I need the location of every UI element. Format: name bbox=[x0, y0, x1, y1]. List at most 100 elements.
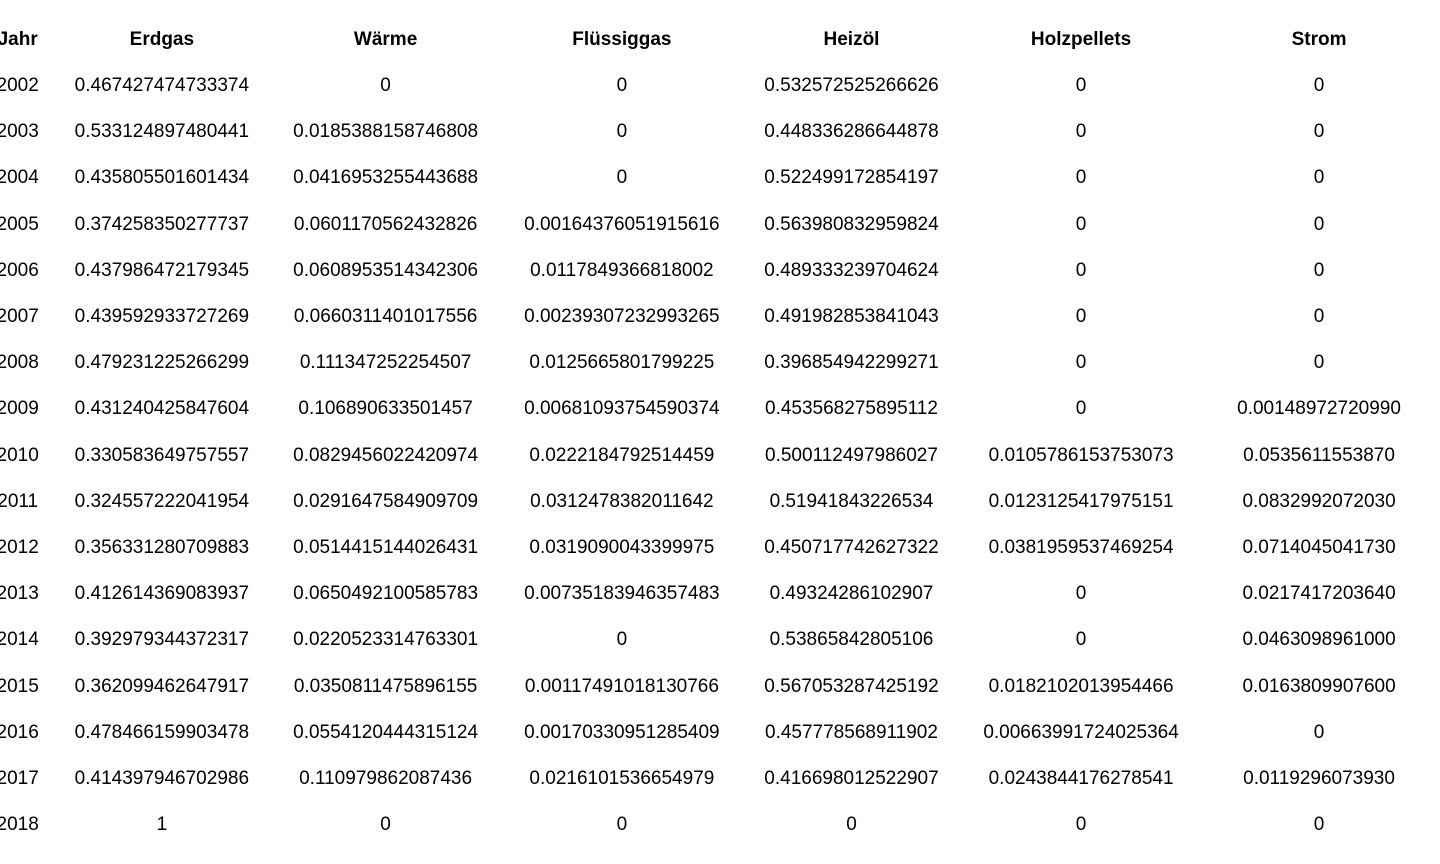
cell-strom: 0 bbox=[1313, 306, 1325, 328]
cell-holzpellets: 0.0123125417975151 bbox=[988, 490, 1174, 512]
table-row: 2014 0.392979344372317 0.0220523314763301 0… bbox=[0, 617, 1440, 663]
cell-heizoel: 0.457778568911902 bbox=[765, 721, 938, 743]
cell-fluessiggas: 0 bbox=[616, 167, 628, 189]
cell-strom: 0 bbox=[1313, 721, 1325, 743]
cell-heizoel: 0.563980832959824 bbox=[764, 213, 939, 235]
cell-year: 2015 bbox=[0, 675, 39, 697]
cell-year: 2018 bbox=[0, 814, 39, 836]
cell-year: 2008 bbox=[0, 352, 39, 374]
cell-holzpellets: 0 bbox=[1075, 121, 1087, 143]
cell-heizoel: 0.396854942299271 bbox=[764, 352, 939, 374]
cell-fluessiggas: 0.0222184792514459 bbox=[529, 444, 715, 466]
cell-strom: 0 bbox=[1313, 121, 1325, 143]
cell-fluessiggas: 0.00681093754590374 bbox=[524, 398, 720, 420]
cell-erdgas: 0.439592933727269 bbox=[74, 306, 250, 328]
cell-fluessiggas: 0.0216101536654979 bbox=[529, 767, 715, 789]
cell-heizoel: 0.416698012522907 bbox=[764, 767, 939, 789]
table-row: 2013 0.412614369083937 0.0650492100585783 0… bbox=[0, 571, 1440, 617]
cell-fluessiggas: 0.00735183946357483 bbox=[524, 583, 720, 605]
cell-erdgas: 0.431240425847604 bbox=[74, 398, 250, 420]
cell-erdgas: 0.467427474733374 bbox=[74, 75, 250, 97]
cell-holzpellets: 0 bbox=[1075, 167, 1087, 189]
table-row: 2003 0.533124897480441 0.0185388158746808 0… bbox=[0, 109, 1440, 155]
energy-share-table: Jahr Erdgas Wärme Flüssiggas Heizöl Holz… bbox=[0, 17, 1440, 848]
cell-year: 2003 bbox=[0, 121, 39, 143]
cell-heizoel: 0.491982853841043 bbox=[764, 306, 939, 328]
cell-erdgas: 0.414397946702986 bbox=[74, 767, 250, 789]
cell-heizoel: 0.500112497986027 bbox=[765, 444, 938, 466]
data-table-container: Jahr Erdgas Wärme Flüssiggas Heizöl Holz… bbox=[0, 17, 1440, 848]
cell-waerme: 0.0185388158746808 bbox=[293, 121, 479, 143]
table-row: 2015 0.362099462647917 0.0350811475896155 0… bbox=[0, 663, 1440, 709]
cell-strom: 0.0119296073930 bbox=[1243, 767, 1395, 789]
cell-waerme: 0.0608953514342306 bbox=[293, 259, 479, 281]
cell-strom: 0 bbox=[1313, 352, 1325, 374]
cell-erdgas: 0.362099462647917 bbox=[74, 675, 250, 697]
cell-year: 2016 bbox=[0, 721, 39, 743]
header-row: Jahr Erdgas Wärme Flüssiggas Heizöl Holz… bbox=[0, 17, 1440, 63]
cell-fluessiggas: 0.00117491018130766 bbox=[524, 675, 719, 697]
table-row: 2018 1 0 0 0 0 0 bbox=[0, 802, 1440, 848]
cell-holzpellets: 0 bbox=[1075, 213, 1087, 235]
cell-fluessiggas: 0.00164376051915616 bbox=[524, 213, 720, 235]
cell-year: 2012 bbox=[0, 536, 39, 558]
table-row: 2004 0.435805501601434 0.0416953255443688 0… bbox=[0, 155, 1440, 201]
table-row: 2007 0.439592933727269 0.0660311401017556 0… bbox=[0, 294, 1440, 340]
header-strom: Strom bbox=[1291, 29, 1347, 50]
cell-waerme: 0.0416953255443688 bbox=[293, 167, 479, 189]
cell-year: 2009 bbox=[0, 398, 39, 420]
cell-waerme: 0.110979862087436 bbox=[299, 767, 473, 789]
cell-fluessiggas: 0 bbox=[616, 629, 628, 651]
cell-heizoel: 0.522499172854197 bbox=[764, 167, 939, 189]
table-row: 2008 0.479231225266299 0.111347252254507 0.… bbox=[0, 340, 1440, 386]
header-waerme: Wärme bbox=[353, 29, 418, 50]
table-row: 2006 0.437986472179345 0.0608953514342306 0… bbox=[0, 248, 1440, 294]
cell-heizoel: 0.448336286644878 bbox=[764, 121, 939, 143]
cell-holzpellets: 0 bbox=[1075, 352, 1087, 374]
cell-erdgas: 0.374258350277737 bbox=[74, 213, 250, 235]
cell-heizoel: 0 bbox=[846, 814, 857, 836]
cell-strom: 0.0535611553870 bbox=[1243, 444, 1395, 466]
cell-erdgas: 0.533124897480441 bbox=[74, 121, 250, 143]
cell-strom: 0 bbox=[1313, 75, 1325, 97]
cell-strom: 0 bbox=[1313, 213, 1325, 235]
cell-erdgas: 0.412614369083937 bbox=[74, 583, 250, 605]
cell-holzpellets: 0.0243844176278541 bbox=[988, 767, 1174, 789]
table-row: 2002 0.467427474733374 0 0 0.532572525266626… bbox=[0, 63, 1440, 109]
table-row: 2010 0.330583649757557 0.0829456022420974 0… bbox=[0, 433, 1440, 479]
cell-heizoel: 0.453568275895112 bbox=[765, 398, 938, 420]
cell-fluessiggas: 0 bbox=[616, 121, 628, 143]
cell-year: 2006 bbox=[0, 259, 39, 281]
cell-year: 2007 bbox=[0, 306, 39, 328]
cell-erdgas: 0.356331280709883 bbox=[74, 536, 250, 558]
cell-strom: 0.0217417203640 bbox=[1242, 583, 1396, 605]
cell-heizoel: 0.51941843226534 bbox=[769, 490, 934, 512]
header-erdgas: Erdgas bbox=[129, 29, 195, 50]
cell-waerme: 0 bbox=[380, 814, 391, 836]
cell-heizoel: 0.489333239704624 bbox=[764, 259, 939, 281]
table-row: 2005 0.374258350277737 0.0601170562432826 0… bbox=[0, 202, 1440, 248]
cell-year: 2004 bbox=[0, 167, 39, 189]
cell-waerme: 0.111347252254507 bbox=[299, 352, 472, 374]
cell-waerme: 0.0514415144026431 bbox=[293, 536, 479, 558]
cell-heizoel: 0.53865842805106 bbox=[769, 629, 934, 651]
cell-strom: 0 bbox=[1313, 814, 1325, 836]
cell-fluessiggas: 0.0125665801799225 bbox=[529, 352, 715, 374]
cell-strom: 0 bbox=[1313, 259, 1325, 281]
cell-waerme: 0 bbox=[380, 75, 391, 97]
cell-waerme: 0.0350811475896155 bbox=[293, 675, 478, 697]
cell-holzpellets: 0.00663991724025364 bbox=[983, 721, 1179, 743]
header-heizoel: Heizöl bbox=[823, 29, 880, 50]
cell-waerme: 0.0660311401017556 bbox=[293, 306, 478, 328]
cell-strom: 0.0163809907600 bbox=[1242, 675, 1396, 697]
cell-holzpellets: 0 bbox=[1075, 259, 1087, 281]
cell-holzpellets: 0.0381959537469254 bbox=[988, 536, 1174, 558]
cell-fluessiggas: 0.0319090043399975 bbox=[529, 536, 715, 558]
cell-waerme: 0.0291647584909709 bbox=[293, 490, 479, 512]
cell-fluessiggas: 0 bbox=[616, 814, 628, 836]
cell-heizoel: 0.49324286102907 bbox=[769, 583, 934, 605]
cell-fluessiggas: 0.0312478382011642 bbox=[530, 490, 714, 512]
cell-year: 2011 bbox=[0, 490, 39, 512]
cell-erdgas: 0.324557222041954 bbox=[74, 490, 250, 512]
cell-year: 2017 bbox=[0, 767, 39, 789]
